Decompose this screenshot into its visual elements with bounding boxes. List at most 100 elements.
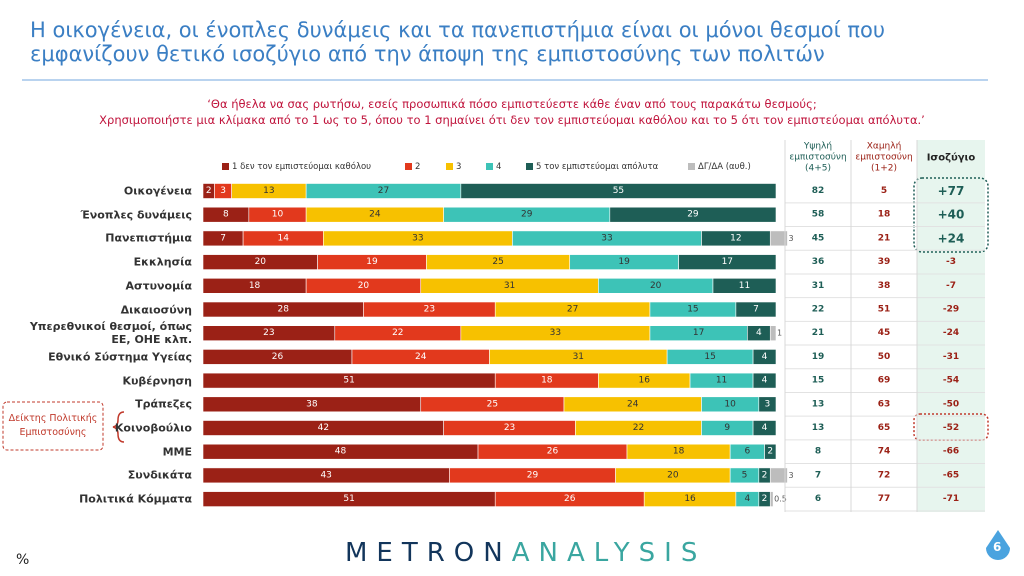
high-trust-value: 58: [812, 210, 825, 220]
bar-segment: [769, 491, 774, 507]
balance-value: -66: [943, 447, 959, 457]
value-label: 48: [335, 447, 347, 457]
question-line: ‘Θα ήθελα να σας ρωτήσω, εσείς προσωπικά…: [207, 97, 817, 111]
value-label: 31: [504, 281, 515, 291]
title-line: Η οικογένεια, οι ένοπλες δυνάμεις και τα…: [30, 18, 886, 42]
bar-segment: [752, 420, 777, 436]
value-label: 17: [722, 257, 733, 267]
legend-swatch: [446, 163, 453, 170]
low-trust-value: 38: [878, 281, 891, 291]
value-label: 4: [762, 352, 768, 362]
value-label: 25: [492, 257, 503, 267]
bar-segment: [460, 183, 777, 199]
legend-label: ΔΓ/ΔΑ (αυθ.): [698, 162, 751, 172]
value-label: 17: [693, 328, 704, 338]
value-label: 18: [249, 281, 261, 291]
legend-swatch: [222, 163, 229, 170]
balance-value: +40: [938, 208, 965, 222]
value-label: 10: [724, 399, 736, 409]
value-label: 4: [744, 494, 750, 504]
bar-segment: [712, 277, 777, 294]
value-label: 38: [306, 399, 318, 409]
value-label: 20: [358, 281, 370, 291]
low-trust-value: 72: [878, 470, 891, 480]
value-label: 42: [318, 423, 329, 433]
value-label: 23: [263, 328, 274, 338]
value-label: 23: [504, 423, 515, 433]
value-label: 24: [369, 210, 381, 220]
balance-value: -31: [943, 352, 959, 362]
page-drop: [986, 530, 1010, 560]
value-label: 33: [412, 233, 423, 243]
value-label: 29: [527, 470, 539, 480]
legend-label: 5 τον εμπιστεύομαι απόλυτα: [536, 161, 659, 172]
high-trust-value: 45: [812, 233, 825, 243]
value-label: 9: [724, 423, 730, 433]
value-label: 5: [742, 470, 748, 480]
category-label: Κυβέρνηση: [122, 374, 192, 388]
value-label: 51: [343, 494, 354, 504]
value-label: 11: [739, 281, 750, 291]
bar-segment: [764, 443, 777, 460]
bar-segment: [769, 325, 777, 342]
legend-label: 3: [456, 162, 461, 172]
value-label: 14: [277, 233, 289, 243]
high-trust-value: 7: [815, 470, 821, 480]
value-label: 25: [487, 399, 498, 409]
value-label: 2: [762, 494, 768, 504]
value-label: 13: [263, 186, 274, 196]
value-label: 55: [613, 186, 624, 196]
value-label: 16: [684, 494, 696, 504]
low-trust-value: 77: [878, 494, 891, 504]
category-label: Συνδικάτα: [127, 468, 192, 482]
bar-segment: [769, 230, 788, 247]
category-label: ΜΜΕ: [162, 445, 192, 459]
legend-label: 4: [496, 162, 501, 172]
brand-right: ANALYSIS: [511, 538, 707, 568]
value-label: 26: [272, 352, 284, 362]
value-label: 16: [638, 376, 650, 386]
high-trust-value: 13: [812, 399, 825, 409]
brand: METRONANALYSIS: [345, 538, 706, 568]
high-trust-value: 13: [812, 423, 825, 433]
balance-value: +24: [938, 231, 965, 245]
low-trust-value: 5: [881, 186, 887, 196]
high-trust-value: 19: [812, 352, 825, 362]
value-label: 18: [541, 376, 553, 386]
balance-value: -24: [943, 328, 959, 338]
value-label: 26: [547, 447, 559, 457]
value-label: 3: [788, 234, 793, 243]
low-trust-value: 51: [878, 305, 891, 315]
value-label: 33: [550, 328, 561, 338]
value-label: 4: [762, 423, 768, 433]
value-label: 12: [730, 233, 741, 243]
value-label: 18: [673, 447, 685, 457]
value-label: 8: [223, 210, 229, 220]
high-trust-value: 36: [812, 257, 825, 267]
high-trust-value: 6: [815, 494, 821, 504]
side-note: Δείκτης Πολιτικής Εμπιστοσύνης: [8, 413, 98, 438]
page-number: 6: [993, 540, 1002, 554]
value-label: 7: [753, 305, 759, 315]
category-label: Υπερεθνικοί θεσμοί, όπως ΕΕ, ΟΗΕ κλπ.: [29, 320, 192, 347]
side-note-box: [2, 401, 104, 451]
value-label: 43: [320, 470, 331, 480]
value-label: 7: [220, 233, 226, 243]
low-trust-value: 39: [878, 257, 891, 267]
category-label: Αστυνομία: [125, 279, 192, 293]
value-label: 20: [255, 257, 267, 267]
high-trust-value: 21: [812, 328, 825, 338]
legend-label: 2: [415, 162, 420, 172]
value-label: 3: [765, 399, 771, 409]
legend-swatch: [526, 163, 533, 170]
balance-value: -52: [943, 423, 959, 433]
bar-segment: [752, 349, 777, 365]
question-line: Χρησιμοποιήστε μια κλίμακα από το 1 ως τ…: [99, 113, 925, 127]
value-label: 4: [756, 328, 762, 338]
bar-segment: [752, 372, 777, 389]
low-trust-value: 21: [878, 233, 891, 243]
low-trust-value: 45: [878, 328, 891, 338]
value-label: 31: [573, 352, 584, 362]
